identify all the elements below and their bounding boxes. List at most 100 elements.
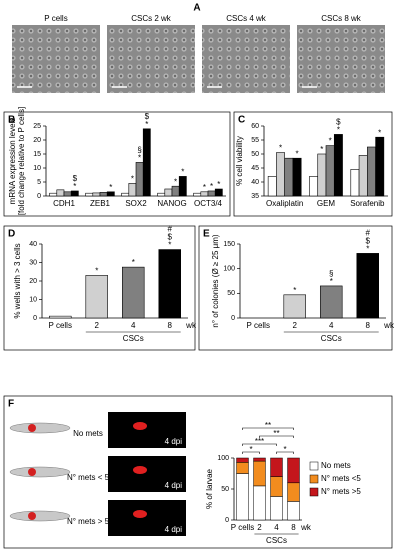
significance-mark: * — [168, 241, 171, 250]
image-caption: 4 dpi — [165, 481, 183, 490]
unit-label: wk — [300, 523, 312, 532]
y-tick-label: 15 — [33, 151, 41, 158]
significance-mark: * — [132, 258, 135, 267]
bar — [207, 190, 216, 197]
bar-segment — [253, 485, 266, 521]
fluorescence-image — [108, 500, 186, 536]
y-tick-label: 35 — [251, 193, 259, 200]
bar — [70, 190, 79, 197]
bar-segment — [236, 457, 249, 463]
image-caption: N° mets < 5 — [67, 473, 110, 482]
bar — [317, 153, 327, 197]
x-tick-label: 4 — [274, 523, 279, 532]
bar-segment — [236, 473, 249, 521]
bar — [92, 192, 101, 197]
significance-mark: * — [329, 137, 332, 146]
x-tick-label: SOX2 — [125, 199, 147, 208]
legend-swatch — [309, 461, 319, 471]
x-tick-label: P cells — [49, 321, 72, 330]
larva-tumor — [28, 512, 36, 520]
bar — [356, 253, 379, 319]
x-tick-label: 2 — [293, 321, 298, 330]
bar — [367, 146, 376, 197]
y-tick-label: 0 — [225, 517, 229, 524]
bar — [333, 134, 343, 197]
legend-swatch — [309, 474, 319, 484]
comparison-bracket — [242, 443, 277, 446]
comparison-bracket — [242, 427, 294, 430]
x-tick-label: 8 — [291, 523, 296, 532]
larva-tumor — [28, 468, 36, 476]
significance-mark: $ — [168, 233, 173, 242]
bar — [56, 189, 65, 197]
significance-mark: * — [174, 177, 177, 186]
tumor-signal — [133, 422, 147, 430]
x-tick-label: 8 — [168, 321, 173, 330]
y-tick-label: 100 — [223, 266, 235, 273]
significance-mark: * — [279, 144, 282, 153]
significance-mark: * — [181, 168, 184, 177]
significance-mark: * — [320, 145, 323, 154]
significance-mark: $ — [336, 118, 341, 127]
panel-frame — [233, 111, 393, 217]
bar — [267, 176, 277, 197]
comparison-label: ** — [265, 421, 271, 430]
bar — [276, 152, 285, 197]
bar-segment — [253, 460, 266, 487]
group-label: CSCs — [321, 334, 342, 343]
bar — [63, 191, 72, 197]
significance-mark: * — [217, 180, 220, 189]
bar — [121, 192, 130, 197]
bar — [193, 192, 202, 197]
significance-mark: * — [296, 149, 299, 158]
larva — [9, 422, 71, 434]
image-caption: CSCs 8 wk — [321, 14, 362, 23]
y-tick-label: 0 — [33, 315, 37, 322]
x-tick-label: P cells — [231, 523, 254, 532]
group-label: CSCs — [123, 334, 144, 343]
image-caption: N° mets > 5 — [67, 517, 110, 526]
image-caption: 4 dpi — [165, 437, 183, 446]
x-tick-label: 4 — [131, 321, 136, 330]
comparison-bracket — [276, 451, 294, 454]
y-tick-label: 10 — [29, 296, 37, 303]
x-tick-label: Oxaliplatin — [266, 199, 303, 208]
y-tick-label: 0 — [37, 193, 41, 200]
significance-mark: # — [168, 225, 173, 234]
y-axis-label: % of larvae — [205, 468, 214, 509]
fluorescence-image — [108, 456, 186, 492]
significance-mark: § — [137, 146, 141, 155]
tumor-signal — [133, 510, 147, 518]
bar — [49, 192, 58, 197]
bar — [106, 191, 115, 197]
bar — [171, 185, 180, 197]
significance-mark: $ — [73, 174, 78, 183]
bar-segment — [287, 501, 300, 521]
panel-letter: C — [238, 115, 245, 126]
y-axis-label: % wells with > 3 cells — [13, 243, 22, 318]
significance-mark: * — [210, 182, 213, 191]
legend-swatch — [309, 487, 319, 497]
larva — [9, 466, 71, 478]
micrograph — [107, 25, 195, 93]
bar — [283, 294, 306, 319]
bar — [350, 169, 360, 197]
significance-mark: $ — [366, 236, 371, 245]
fluorescence-image — [108, 412, 186, 448]
y-axis-label: mRNA expression levels — [8, 118, 17, 205]
y-tick-label: 55 — [251, 137, 259, 144]
x-tick-label: 2 — [95, 321, 100, 330]
y-axis-label: % cell viability — [235, 136, 244, 186]
larva-tumor — [28, 424, 36, 432]
y-tick-label: 40 — [251, 179, 259, 186]
micrograph — [297, 25, 385, 93]
x-tick-label: OCT3/4 — [194, 199, 223, 208]
image-caption: CSCs 4 wk — [226, 14, 267, 23]
x-tick-label: P cells — [247, 321, 270, 330]
bar — [309, 176, 319, 197]
x-tick-label: NANOG — [157, 199, 186, 208]
significance-mark: * — [131, 175, 134, 184]
y-tick-label: 50 — [251, 151, 259, 158]
panel-letter: A — [193, 3, 200, 14]
y-tick-label: 45 — [251, 165, 259, 172]
